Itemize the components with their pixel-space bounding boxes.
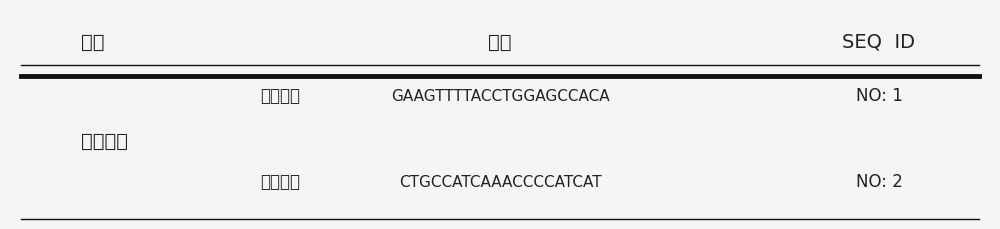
Text: 下游引物: 下游引物 [261,173,301,191]
Text: 分型引物: 分型引物 [81,132,128,151]
Text: GAAGTTTTACCTGGAGCCACA: GAAGTTTTACCTGGAGCCACA [391,89,609,104]
Text: 上游引物: 上游引物 [261,87,301,105]
Text: CTGCCATCAAACCCCATCAT: CTGCCATCAAACCCCATCAT [399,175,601,190]
Text: 序列: 序列 [488,33,512,52]
Text: 引物: 引物 [81,33,105,52]
Text: NO: 2: NO: 2 [856,173,902,191]
Text: SEQ  ID: SEQ ID [842,33,915,52]
Text: NO: 1: NO: 1 [856,87,902,105]
